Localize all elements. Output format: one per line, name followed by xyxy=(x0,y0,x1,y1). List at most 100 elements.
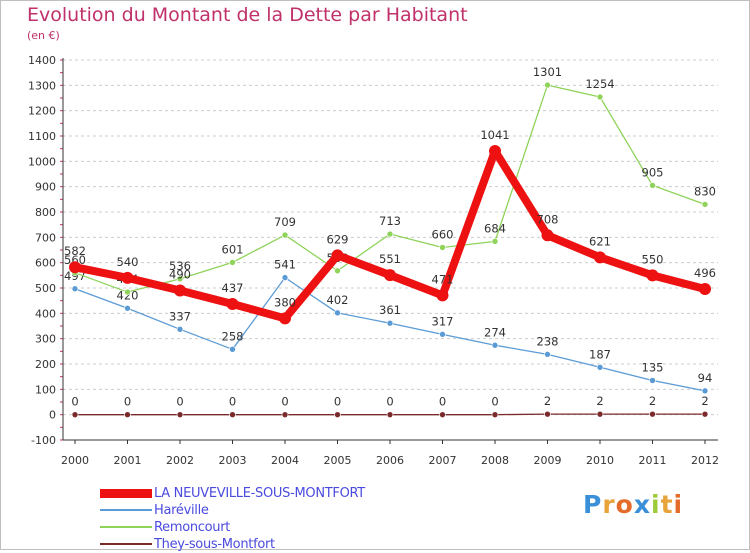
data-label: 2 xyxy=(596,394,603,408)
data-label: 274 xyxy=(484,325,506,339)
data-point xyxy=(334,411,341,418)
x-tick-label: 2003 xyxy=(219,454,247,467)
data-label: 0 xyxy=(439,395,446,409)
data-label: 0 xyxy=(71,395,78,409)
legend-swatch xyxy=(100,526,152,528)
data-label: 684 xyxy=(484,221,506,235)
data-point xyxy=(334,267,341,275)
data-label: 402 xyxy=(327,293,349,307)
data-label: 601 xyxy=(222,242,244,256)
logo-letter: o xyxy=(615,490,634,519)
legend-label: Remoncourt xyxy=(154,520,231,535)
legend-label: Haréville xyxy=(154,503,209,518)
data-point xyxy=(544,351,551,358)
data-label: 0 xyxy=(176,395,183,409)
x-tick-label: 2002 xyxy=(166,454,194,467)
data-label: 0 xyxy=(491,395,498,409)
data-point xyxy=(124,411,131,418)
data-point xyxy=(544,410,551,418)
data-point xyxy=(439,244,446,251)
data-point xyxy=(491,411,499,418)
data-label: 490 xyxy=(169,268,191,282)
data-point xyxy=(594,251,606,264)
data-point xyxy=(439,331,446,338)
y-tick-label: 500 xyxy=(35,282,56,295)
y-tick-label: 1300 xyxy=(28,79,56,92)
y-tick-label: 1200 xyxy=(28,105,56,118)
proxiti-logo: Proxiti xyxy=(583,490,683,519)
data-label: 361 xyxy=(379,303,401,317)
data-label: 1254 xyxy=(585,77,614,91)
data-label: 437 xyxy=(222,281,244,295)
data-point xyxy=(384,269,396,282)
data-point xyxy=(596,363,604,371)
data-label: 582 xyxy=(64,244,86,258)
data-label: 2 xyxy=(544,394,551,408)
data-point xyxy=(71,285,79,293)
x-tick-label: 2007 xyxy=(429,454,457,467)
x-tick-label: 2008 xyxy=(481,454,509,467)
data-point xyxy=(489,144,501,157)
data-point xyxy=(649,377,656,384)
x-tick-label: 2010 xyxy=(586,454,614,467)
data-point xyxy=(386,319,394,327)
data-label: 551 xyxy=(379,252,401,266)
data-point xyxy=(124,304,131,312)
legend-label: LA NEUVEVILLE-SOUS-MONTFORT xyxy=(154,486,365,501)
data-point xyxy=(439,411,446,418)
data-point xyxy=(279,312,291,325)
y-tick-label: 600 xyxy=(35,257,56,270)
data-point xyxy=(649,182,656,189)
data-label: 135 xyxy=(642,360,664,374)
y-tick-label: 700 xyxy=(35,231,56,244)
data-label: 621 xyxy=(589,234,611,248)
data-point xyxy=(491,238,499,245)
data-point xyxy=(699,283,711,296)
data-label: 0 xyxy=(386,395,393,409)
data-point xyxy=(331,249,344,262)
logo-letter: r xyxy=(602,490,616,519)
data-label: 540 xyxy=(117,255,139,269)
data-point xyxy=(174,284,186,297)
x-tick-label: 2001 xyxy=(114,454,142,467)
data-point xyxy=(701,387,709,395)
data-point xyxy=(124,288,131,296)
y-tick-label: 1000 xyxy=(28,155,56,168)
data-point xyxy=(226,297,239,310)
data-label: 905 xyxy=(642,165,664,179)
data-label: 709 xyxy=(274,215,296,229)
y-tick-label: 800 xyxy=(35,206,56,219)
data-point xyxy=(281,411,289,418)
data-label: 660 xyxy=(432,227,454,241)
logo-letter: i xyxy=(673,490,684,519)
data-point xyxy=(646,269,659,282)
data-point xyxy=(541,229,554,242)
x-tick-label: 2006 xyxy=(376,454,404,467)
data-point xyxy=(229,346,236,353)
data-label: 187 xyxy=(589,347,611,361)
data-label: 0 xyxy=(229,395,236,409)
chart-title: Evolution du Montant de la Dette par Hab… xyxy=(27,4,468,26)
data-point xyxy=(334,309,341,317)
data-label: 380 xyxy=(274,295,296,309)
data-point xyxy=(229,259,236,266)
data-label: 0 xyxy=(281,395,288,409)
data-point xyxy=(544,81,551,89)
data-point xyxy=(176,325,184,333)
data-label: 2 xyxy=(701,394,708,408)
data-label: 1301 xyxy=(533,65,562,79)
legend-swatch xyxy=(100,543,152,545)
chart-subtitle: (en €) xyxy=(27,29,60,42)
x-tick-label: 2000 xyxy=(61,454,89,467)
data-point xyxy=(121,271,134,284)
data-label: 629 xyxy=(327,232,349,246)
x-tick-label: 2004 xyxy=(271,454,299,467)
data-point xyxy=(436,289,449,302)
data-label: 0 xyxy=(334,395,341,409)
data-point xyxy=(386,411,394,418)
data-point xyxy=(596,410,604,418)
data-label: 496 xyxy=(694,266,716,280)
data-label: 337 xyxy=(169,309,191,323)
x-tick-label: 2009 xyxy=(534,454,562,467)
